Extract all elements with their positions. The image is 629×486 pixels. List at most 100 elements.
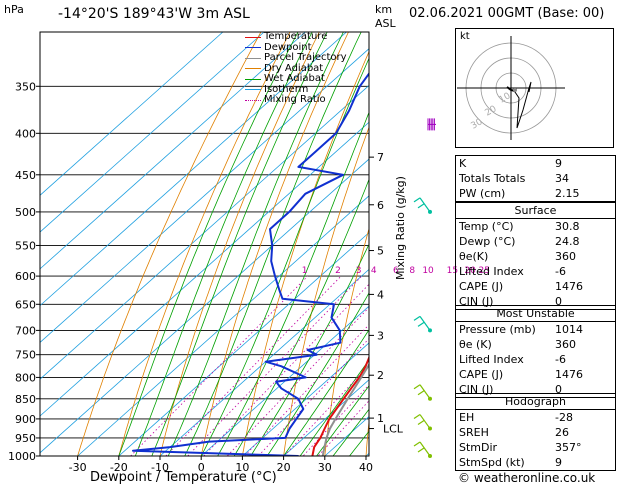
wet-adiabat-line [332, 408, 369, 456]
wet-adiabat-line [266, 292, 369, 456]
wind-barb [413, 441, 432, 458]
pressure-tick-label: 400 [15, 127, 36, 140]
surface-panel: Surface Temp (°C) 30.8 Dewp (°C) 24.8 θe(K… [455, 202, 616, 310]
isotherm-line [40, 32, 347, 307]
pressure-tick-label: 550 [15, 239, 36, 252]
stmspd-value: 9 [555, 456, 562, 469]
mixing-ratio-label: 6 [393, 266, 399, 276]
hodograph-stats-title: Hodograph [456, 394, 615, 410]
wet-adiabat-line [233, 178, 369, 456]
mixing-ratio-line [187, 275, 362, 456]
x-tick-label: -10 [151, 461, 169, 474]
mu-theta: 360 [555, 338, 576, 351]
isotherm-line [77, 195, 369, 456]
km-tick-label: 2 [377, 369, 384, 382]
stats-panel: K 9 Totals Totals 34 PW (cm) 2.15 [455, 155, 616, 202]
wet-adiabat-line [299, 359, 369, 456]
mu-cin: 0 [555, 383, 562, 396]
mixing-ratio-line [130, 275, 308, 456]
wet-adiabat-line [151, 32, 328, 456]
hodograph-stats-panel: Hodograph EH -28 SREH 26 StmDir 357° StmSpd… [455, 393, 616, 471]
x-tick-label: -20 [110, 461, 128, 474]
dry-adiabat-line [241, 50, 369, 456]
isotherm-line [40, 48, 369, 343]
k-value: 9 [555, 157, 562, 170]
mixing-ratio-line [203, 283, 369, 456]
mu-cape: 1476 [555, 368, 583, 381]
series-parcel-trajectory [321, 362, 369, 456]
wet-adiabat-line [167, 32, 344, 456]
pressure-tick-label: 1000 [8, 450, 36, 463]
wind-barb [413, 197, 432, 214]
pressure-tick-label: 600 [15, 270, 36, 283]
stmdir-value: 357° [555, 441, 582, 454]
surface-li: -6 [555, 265, 566, 278]
mixing-ratio-label: 10 [422, 266, 434, 276]
wet-adiabat-line [184, 32, 362, 456]
km-label: km [375, 3, 393, 16]
x-tick-label: 20 [277, 461, 291, 474]
pressure-tick-label: 700 [15, 324, 36, 337]
surface-cin: 0 [555, 295, 562, 308]
lcl-label: LCL [383, 423, 404, 436]
x-tick-label: 30 [318, 461, 332, 474]
mixing-ratio-line [257, 338, 369, 456]
isotherm-line [40, 32, 306, 270]
x-tick-label: 40 [359, 461, 373, 474]
wet-adiabat-line [118, 32, 299, 456]
asl-label: ASL [375, 17, 396, 30]
isotherm-line [40, 158, 369, 454]
dry-adiabat-line [200, 32, 349, 456]
surface-cape: 1476 [555, 280, 583, 293]
wet-adiabat-line [200, 57, 369, 456]
pressure-tick-label: 900 [15, 413, 36, 426]
surface-temp: 30.8 [555, 220, 580, 233]
isotherm-line [40, 121, 369, 417]
mu-pressure: 1014 [555, 323, 583, 336]
pw-value: 2.15 [555, 187, 580, 200]
wet-adiabat-line [217, 111, 369, 456]
x-tick-label: 10 [235, 461, 249, 474]
pressure-tick-label: 750 [15, 349, 36, 362]
dry-adiabat-line [77, 32, 262, 456]
pressure-tick-label: 650 [15, 298, 36, 311]
pressure-tick-label: 800 [15, 371, 36, 384]
legend-item-dry-adiabat: Dry Adiabat [245, 63, 347, 75]
tt-value: 34 [555, 172, 569, 185]
km-tick-label: 4 [377, 288, 384, 301]
isotherm-line [159, 268, 369, 456]
tt-label: Totals Totals [459, 172, 526, 185]
mixing-ratio-label: 25 [479, 266, 490, 276]
series-dewpoint [132, 71, 369, 456]
mixing-ratio-line [226, 306, 369, 456]
datetime-title: 02.06.2021 00GMT (Base: 00) [409, 6, 605, 21]
mixing-ratio-label: 2 [335, 266, 341, 276]
credit-footer: © weatheronline.co.uk [458, 471, 596, 485]
chart-legend: Temperature Dewpoint Parcel Trajectory D… [245, 31, 347, 106]
pressure-tick-label: 500 [15, 206, 36, 219]
surface-dewp: 24.8 [555, 235, 580, 248]
isotherm-line [283, 379, 369, 456]
legend-item-parcel: Parcel Trajectory [245, 52, 347, 64]
mixing-ratio-axis-title: Mixing Ratio (g/kg) [394, 176, 407, 280]
dry-adiabat-line [118, 32, 291, 456]
x-tick-label: -30 [69, 461, 87, 474]
x-tick-label: 0 [198, 461, 205, 474]
isotherm-line [40, 32, 265, 233]
km-tick-label: 5 [377, 245, 384, 258]
dry-adiabat-line [159, 32, 320, 456]
wind-barb [413, 414, 432, 431]
series-temperature [311, 355, 369, 456]
mixing-ratio-label: 3 [356, 266, 362, 276]
legend-item-wet-adiabat: Wet Adiabat [245, 73, 347, 85]
mixing-ratio-line [283, 364, 369, 456]
surface-theta: 360 [555, 250, 576, 263]
x-axis-title: Dewpoint / Temperature (°C) [90, 470, 277, 485]
legend-item-isotherm: Isotherm [245, 84, 347, 96]
hodograph-unit-label: kt [460, 31, 470, 42]
mixing-ratio-label: 1 [302, 266, 308, 276]
km-tick-label: 3 [377, 329, 384, 342]
eh-value: -28 [555, 411, 573, 424]
mixing-ratio-label: 4 [371, 266, 377, 276]
